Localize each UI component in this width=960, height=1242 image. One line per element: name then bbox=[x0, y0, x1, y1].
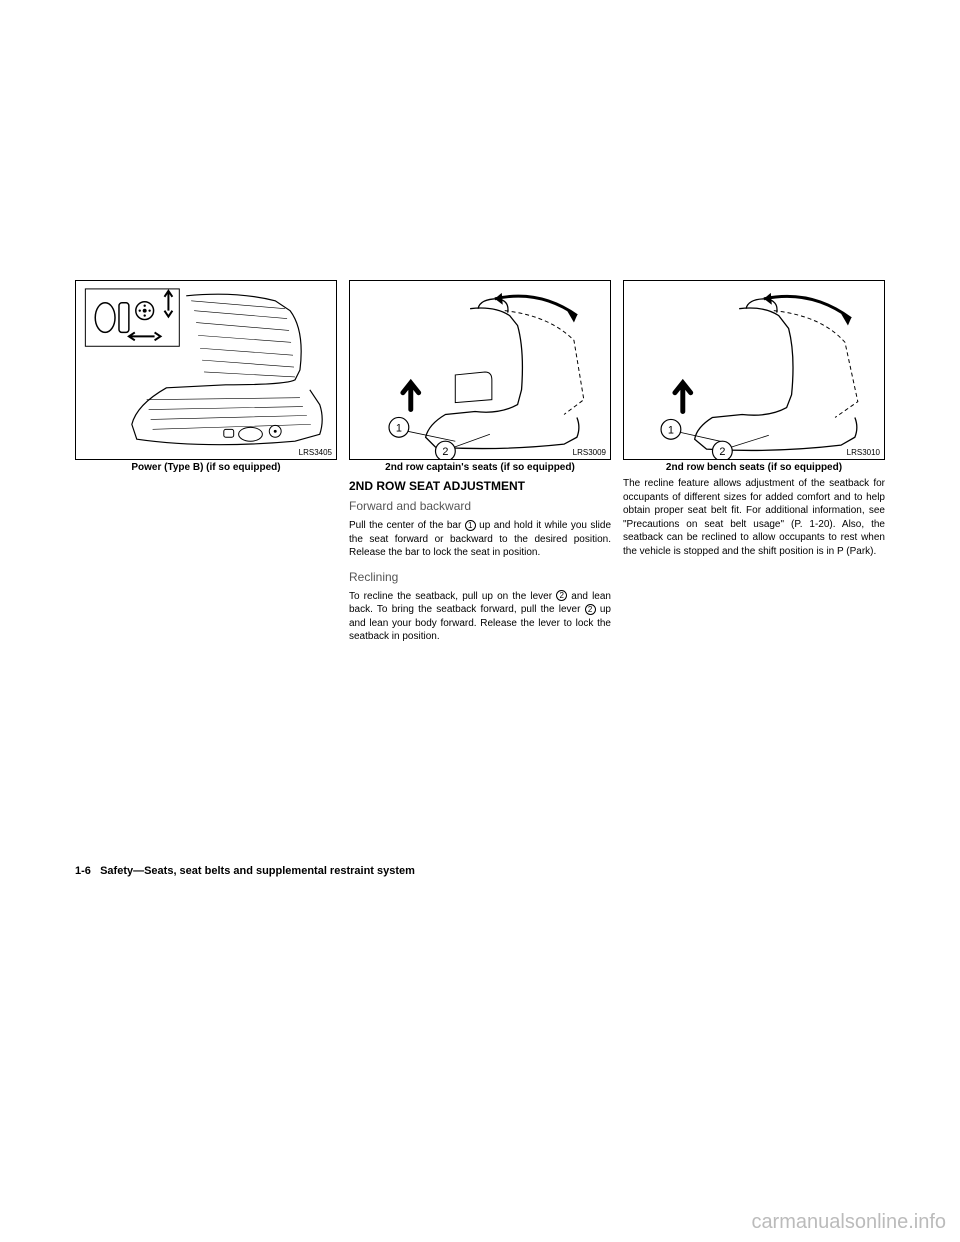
circled-2a: 2 bbox=[556, 590, 567, 601]
para-reclining: To recline the seatback, pull up on the … bbox=[349, 590, 611, 644]
para-forward-backward: Pull the center of the bar 1 up and hold… bbox=[349, 519, 611, 560]
figure-id-middle: LRS3009 bbox=[573, 448, 606, 457]
captain-seat-illustration: 1 2 bbox=[350, 281, 610, 459]
page-footer: 1-6 Safety—Seats, seat belts and supplem… bbox=[75, 865, 415, 877]
figure-id-left: LRS3405 bbox=[299, 448, 332, 457]
page-number: 1-6 bbox=[75, 865, 91, 877]
svg-text:2: 2 bbox=[719, 446, 725, 458]
para-recline-feature: The recline feature allows adjustment of… bbox=[623, 477, 885, 558]
svg-text:1: 1 bbox=[396, 422, 402, 434]
content-area: LRS3405 Power (Type B) (if so equipped) bbox=[75, 280, 885, 654]
text-fragment: Pull the center of the bar bbox=[349, 520, 465, 531]
circled-1: 1 bbox=[465, 520, 476, 531]
svg-text:2: 2 bbox=[442, 446, 448, 458]
figure-caption-right: 2nd row bench seats (if so equipped) bbox=[623, 462, 885, 473]
power-seat-illustration bbox=[76, 281, 336, 459]
figure-caption-left: Power (Type B) (if so equipped) bbox=[75, 462, 337, 473]
column-right: 1 2 LRS3010 2nd row bench seats (if so e… bbox=[623, 280, 885, 654]
text-fragment: To recline the seatback, pull up on the … bbox=[349, 591, 556, 602]
section-title: Safety—Seats, seat belts and supplementa… bbox=[100, 865, 415, 877]
bench-seat-illustration: 1 2 bbox=[624, 281, 884, 459]
figure-bench-seat: 1 2 LRS3010 bbox=[623, 280, 885, 460]
figure-power-seat: LRS3405 bbox=[75, 280, 337, 460]
circled-2b: 2 bbox=[585, 604, 596, 615]
column-left: LRS3405 Power (Type B) (if so equipped) bbox=[75, 280, 337, 654]
column-middle: 1 2 LRS3009 2nd row captain's seats (if … bbox=[349, 280, 611, 654]
watermark: carmanualsonline.info bbox=[751, 1211, 946, 1234]
figure-id-right: LRS3010 bbox=[847, 448, 880, 457]
subheading-forward-backward: Forward and backward bbox=[349, 499, 611, 513]
figure-captain-seat: 1 2 LRS3009 bbox=[349, 280, 611, 460]
subheading-reclining: Reclining bbox=[349, 570, 611, 584]
svg-text:1: 1 bbox=[668, 424, 674, 436]
heading-2nd-row: 2ND ROW SEAT ADJUSTMENT bbox=[349, 479, 611, 493]
figure-caption-middle: 2nd row captain's seats (if so equipped) bbox=[349, 462, 611, 473]
